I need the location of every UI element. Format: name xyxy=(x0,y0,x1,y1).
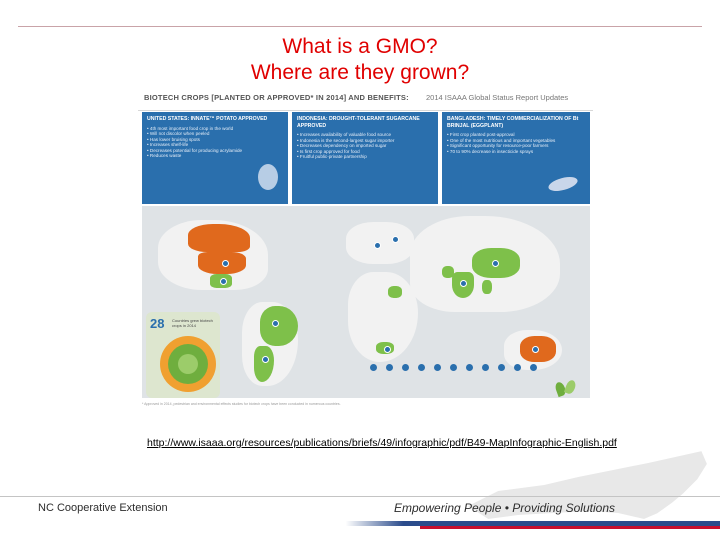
bullet: 4th most important food crop in the worl… xyxy=(147,126,283,132)
bullet: First crop planted post-approval xyxy=(447,132,585,138)
infographic-title: BIOTECH CROPS [PLANTED OR APPROVED* IN 2… xyxy=(144,93,409,102)
potato-icon xyxy=(258,164,278,190)
infographic-subtitle: 2014 ISAAA Global Status Report Updates xyxy=(426,93,569,102)
bullet: Decreases potential for producing acryla… xyxy=(147,148,283,154)
donut-inner xyxy=(168,344,208,384)
bullet: Significant opportunity for resource-poo… xyxy=(447,143,585,149)
crop-icon xyxy=(434,364,441,371)
region-pakistan xyxy=(442,266,454,278)
map-pin xyxy=(392,236,399,243)
bullet: Increases availability of valuable food … xyxy=(297,132,433,138)
eggplant-icon xyxy=(546,174,580,194)
map-pin xyxy=(384,346,391,353)
panel-united-states: UNITED STATES: INNATE™ POTATO APPROVED 4… xyxy=(142,112,288,204)
region-myanmar xyxy=(482,280,492,294)
panel-title: INDONESIA: DROUGHT-TOLERANT SUGARCANE AP… xyxy=(297,116,420,129)
source-link[interactable]: http://www.isaaa.org/resources/publicati… xyxy=(147,437,617,449)
crop-icon xyxy=(370,364,377,371)
donut-core xyxy=(178,354,198,374)
panel-bullets: Increases availability of valuable food … xyxy=(297,132,433,160)
north-carolina-map-icon xyxy=(463,448,710,522)
region-argentina xyxy=(254,346,274,382)
bullet: 70 to 90% decrease in insecticide sprays xyxy=(447,149,585,155)
map-pin xyxy=(272,320,279,327)
footer-divider xyxy=(0,496,720,497)
infographic-footnote: * Approved in 2014, pedestrian and envir… xyxy=(142,402,341,406)
footer-red-stripe xyxy=(420,526,720,529)
map-pin xyxy=(374,242,381,249)
region-brazil xyxy=(260,306,298,346)
panel-bullets: 4th most important food crop in the worl… xyxy=(147,126,283,160)
leaf-icon xyxy=(563,378,578,396)
crop-icon xyxy=(498,364,505,371)
infographic-header: BIOTECH CROPS [PLANTED OR APPROVED* IN 2… xyxy=(138,88,593,111)
bullet: Fruitful public-private partnership xyxy=(297,154,433,160)
crop-icon xyxy=(466,364,473,371)
region-canada xyxy=(188,224,250,252)
bullet: Decreases dependency on imported sugar xyxy=(297,143,433,149)
panel-title: BANGLADESH: TIMELY COMMERCIALIZATION OF … xyxy=(447,116,579,129)
map-pin xyxy=(220,278,227,285)
panel-bullets: First crop planted post-approval One of … xyxy=(447,132,585,154)
map-pin xyxy=(222,260,229,267)
bullet: Will not discolor when peeled xyxy=(147,131,283,137)
map-pin xyxy=(492,260,499,267)
bullet: One of the most nutritious and important… xyxy=(447,138,585,144)
bullet: Reduces waste xyxy=(147,153,283,159)
map-pin xyxy=(460,280,467,287)
crop-icon xyxy=(386,364,393,371)
gmo-infographic: BIOTECH CROPS [PLANTED OR APPROVED* IN 2… xyxy=(138,88,593,428)
region-sudan xyxy=(388,286,402,298)
bullet: Is first crop approved for food xyxy=(297,149,433,155)
top-divider xyxy=(18,26,702,27)
donut-graphic xyxy=(160,336,216,392)
map-pin xyxy=(262,356,269,363)
world-map xyxy=(142,206,590,398)
bullet: Increases shelf-life xyxy=(147,142,283,148)
country-count: 28 xyxy=(150,316,165,331)
slide-title-line2: Where are they grown? xyxy=(250,61,470,84)
crop-icon xyxy=(402,364,409,371)
crop-icon xyxy=(530,364,537,371)
map-pin xyxy=(532,346,539,353)
footer-tagline: Empowering People • Providing Solutions xyxy=(394,501,615,515)
country-count-label: Countries grew biotech crops in 2014 xyxy=(172,318,213,328)
panel-bangladesh: BANGLADESH: TIMELY COMMERCIALIZATION OF … xyxy=(442,112,590,204)
panel-indonesia: INDONESIA: DROUGHT-TOLERANT SUGARCANE AP… xyxy=(292,112,438,204)
country-count-card: 28 Countries grew biotech crops in 2014 xyxy=(146,312,220,398)
crop-icon xyxy=(418,364,425,371)
footer-organization: NC Cooperative Extension xyxy=(38,502,168,514)
bullet: Indonesia is the second-largest sugar im… xyxy=(297,138,433,144)
crop-icon xyxy=(482,364,489,371)
crop-icon xyxy=(450,364,457,371)
crop-icon-row xyxy=(370,364,550,372)
bullet: Has lower bruising spots xyxy=(147,137,283,143)
footer-blue-stripe xyxy=(0,521,720,526)
isaaa-logo-icon xyxy=(552,378,582,402)
crop-icon xyxy=(514,364,521,371)
slide-title-line1: What is a GMO? xyxy=(282,35,438,58)
panel-title: UNITED STATES: INNATE™ POTATO APPROVED xyxy=(147,116,268,122)
